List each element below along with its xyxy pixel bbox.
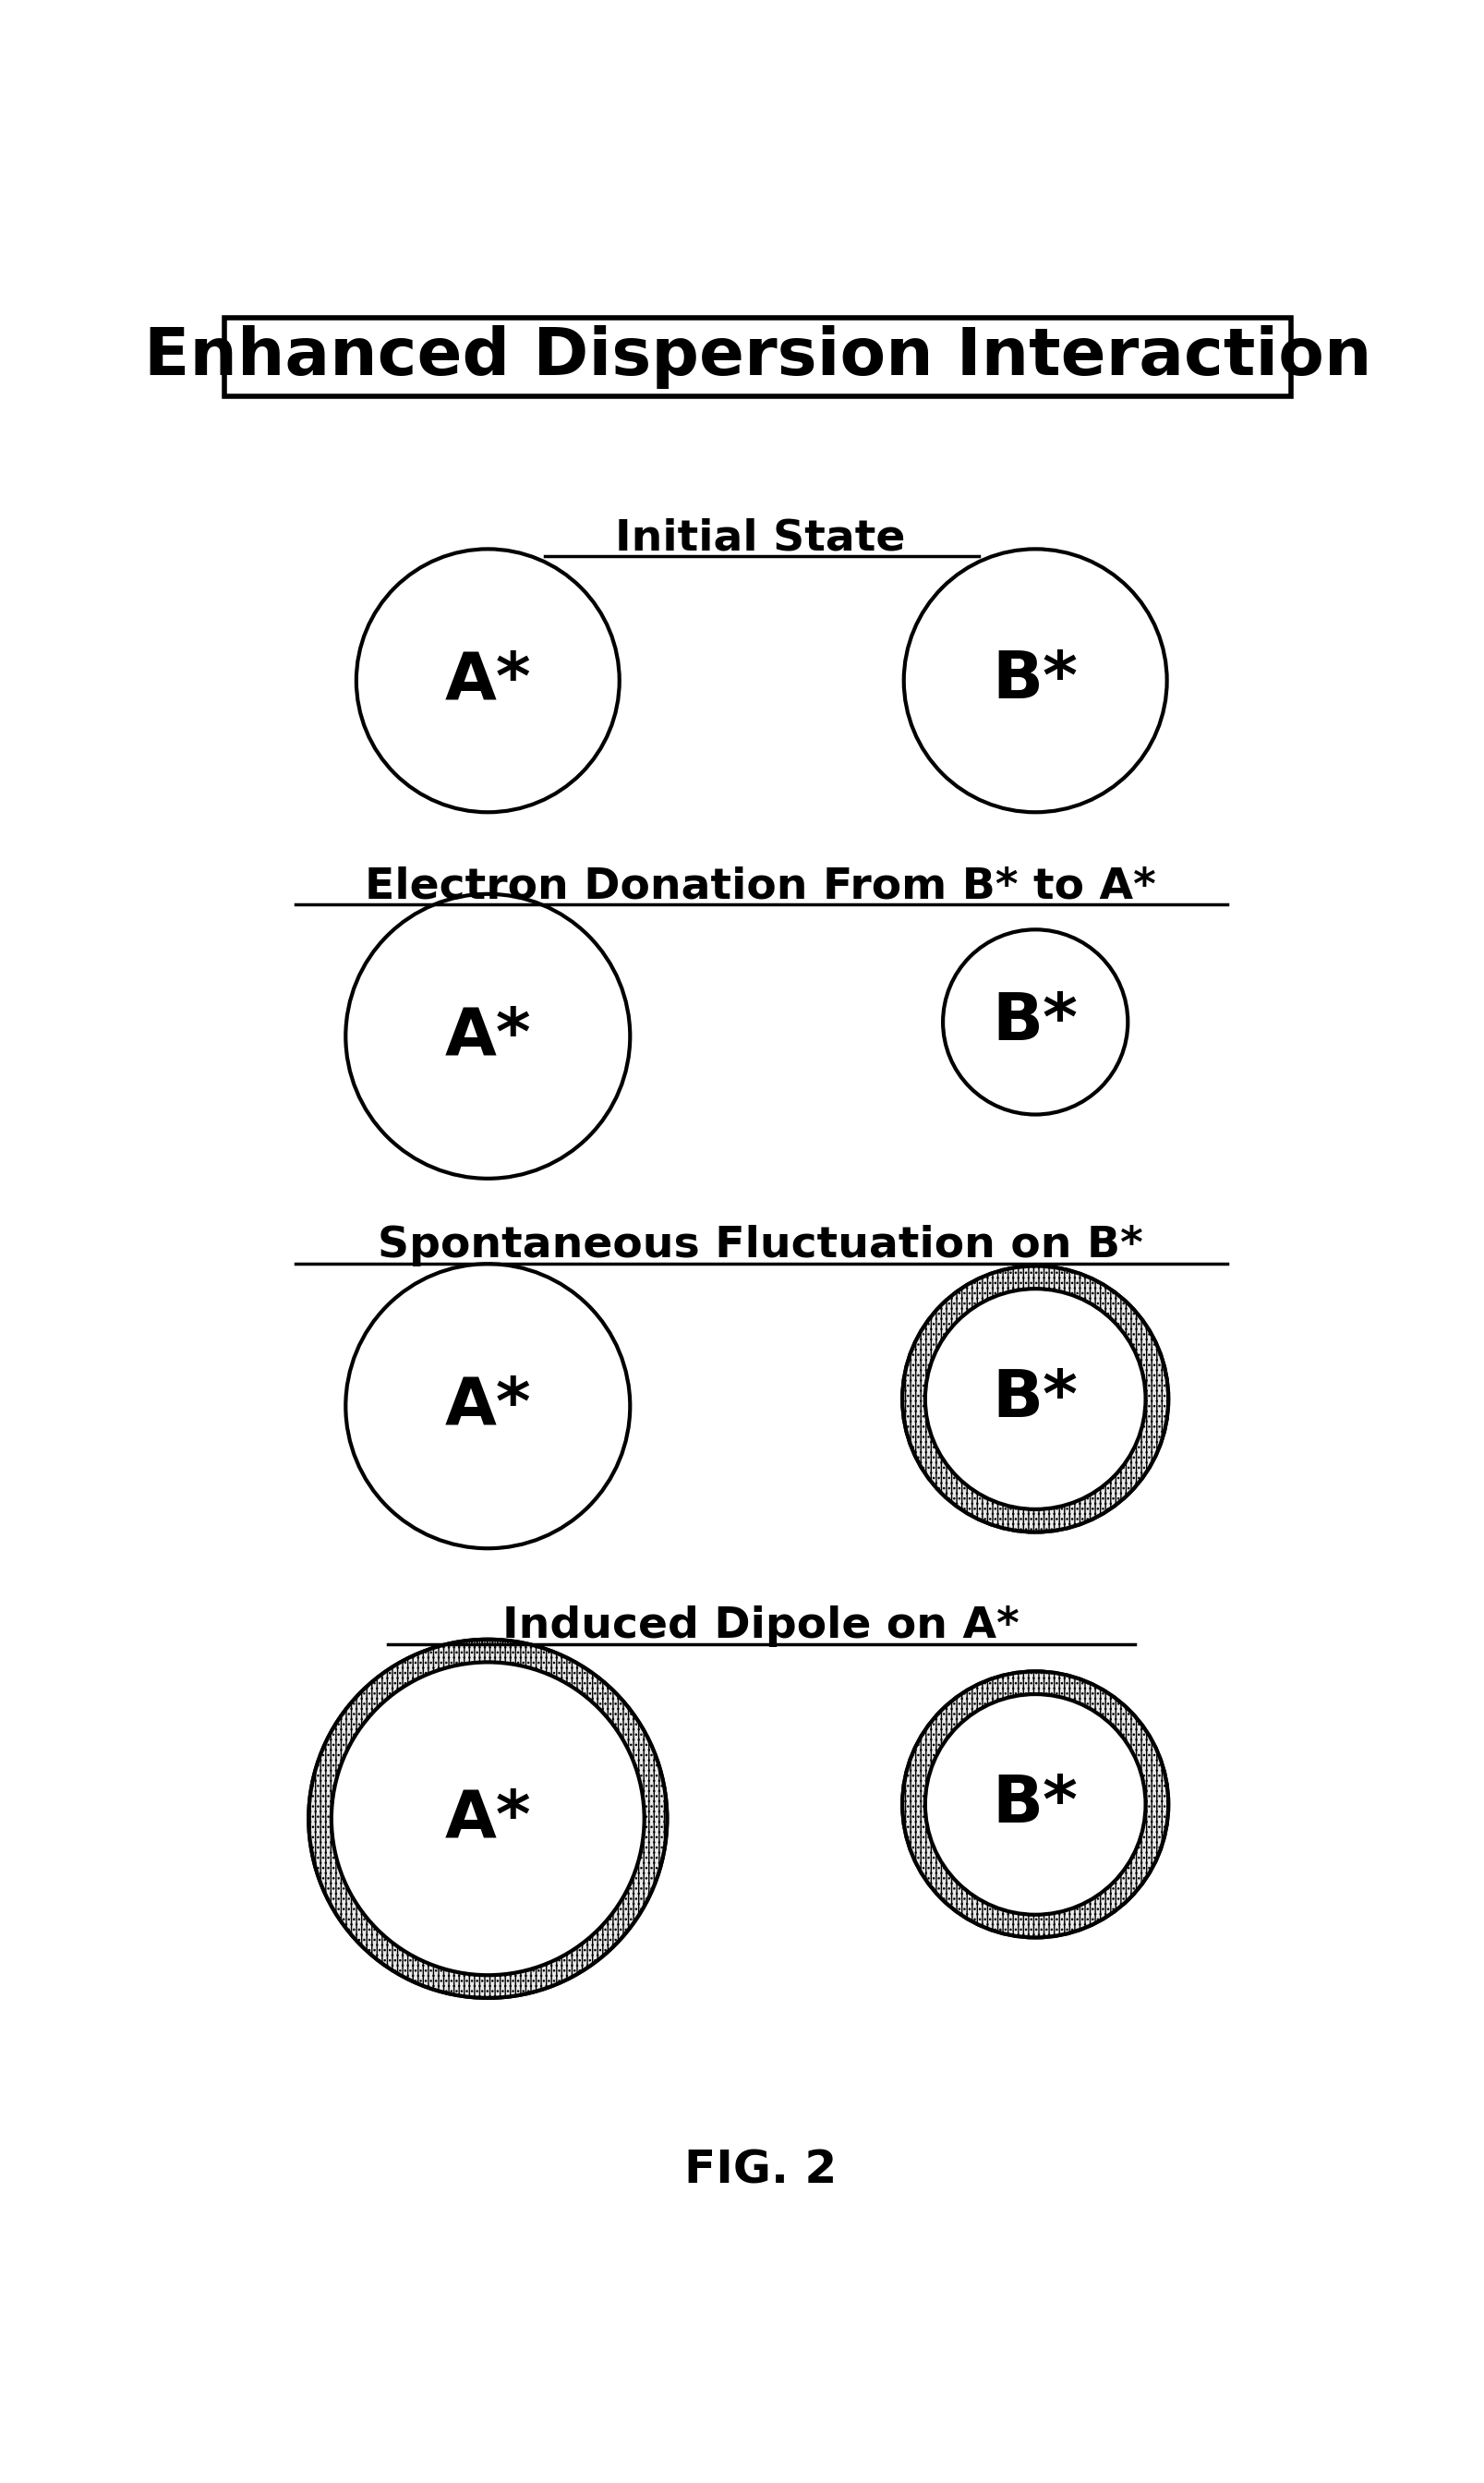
Circle shape bbox=[356, 549, 619, 812]
Text: Electron Donation From B* to A*: Electron Donation From B* to A* bbox=[365, 867, 1156, 909]
Ellipse shape bbox=[902, 1671, 1168, 1937]
Text: B*: B* bbox=[993, 1368, 1079, 1430]
Text: B*: B* bbox=[993, 648, 1079, 713]
Text: FIG. 2: FIG. 2 bbox=[684, 2148, 837, 2192]
Circle shape bbox=[309, 1639, 666, 1999]
Circle shape bbox=[904, 549, 1166, 812]
Ellipse shape bbox=[902, 1266, 1168, 1532]
Text: A*: A* bbox=[445, 1788, 531, 1850]
Circle shape bbox=[942, 929, 1128, 1115]
Circle shape bbox=[902, 1671, 1168, 1937]
FancyBboxPatch shape bbox=[224, 318, 1291, 397]
Circle shape bbox=[346, 1264, 631, 1549]
Text: Initial State: Initial State bbox=[616, 516, 905, 559]
Text: A*: A* bbox=[445, 648, 531, 713]
Text: B*: B* bbox=[993, 1773, 1079, 1837]
Ellipse shape bbox=[309, 1639, 666, 1999]
Circle shape bbox=[925, 1289, 1146, 1510]
Text: Enhanced Dispersion Interaction: Enhanced Dispersion Interaction bbox=[144, 325, 1371, 390]
Circle shape bbox=[331, 1661, 644, 1974]
Text: B*: B* bbox=[993, 991, 1079, 1053]
Text: Induced Dipole on A*: Induced Dipole on A* bbox=[502, 1607, 1020, 1646]
Circle shape bbox=[346, 894, 631, 1179]
Circle shape bbox=[925, 1693, 1146, 1914]
Text: Spontaneous Fluctuation on B*: Spontaneous Fluctuation on B* bbox=[378, 1224, 1143, 1266]
Circle shape bbox=[902, 1266, 1168, 1532]
Text: A*: A* bbox=[445, 1373, 531, 1438]
Text: A*: A* bbox=[445, 1006, 531, 1068]
